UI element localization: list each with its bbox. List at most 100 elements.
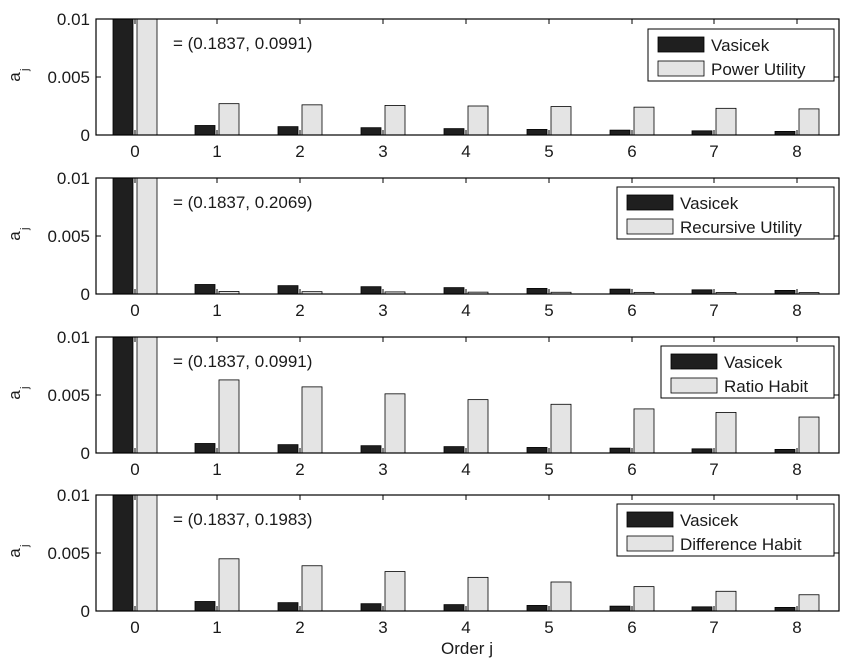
x-tick-label: 7 [709,301,718,320]
x-tick-label: 5 [544,460,553,479]
x-tick-label: 2 [295,301,304,320]
y-label-subscript: j [19,387,31,390]
x-tick-label: 6 [627,142,636,161]
bar-vasicek [277,602,299,611]
y-axis-label: aj [5,69,31,82]
x-tick-label: 6 [627,460,636,479]
legend-swatch [626,194,674,211]
bar-vasicek [277,444,299,453]
x-tick-label: 1 [212,142,221,161]
x-tick-label: 5 [544,301,553,320]
x-tick-label: 3 [378,460,387,479]
legend: Vasicek Ratio Habit [660,345,835,399]
bar-model [798,594,820,611]
bar-model [550,291,572,294]
bar-model [633,586,655,611]
y-tick-label: 0.01 [57,10,90,29]
bar-model [715,411,737,453]
bar-model [136,19,158,135]
x-tick-label: 3 [378,301,387,320]
legend-swatch [657,36,705,53]
y-tick-label: 0.01 [57,328,90,347]
bar-model [467,576,489,611]
x-tick-label: 6 [627,301,636,320]
bar-vasicek [360,286,382,294]
bar-model [715,292,737,294]
bar-model [301,104,323,135]
legend-label: Vasicek [724,353,783,372]
bar-model [136,495,158,611]
parameter-annotation: = (0.1837, 0.0991) [173,352,312,371]
legend-label: Vasicek [711,36,770,55]
bar-vasicek [194,443,216,453]
y-tick-label: 0.01 [57,169,90,188]
x-tick-label: 2 [295,618,304,637]
bar-model [384,105,406,135]
bar-model [633,408,655,453]
x-tick-label: 3 [378,142,387,161]
bar-vasicek [526,288,548,294]
bar-model [633,106,655,135]
bar-vasicek [609,129,631,135]
y-label-subscript: j [19,545,31,548]
x-tick-label: 0 [130,142,139,161]
bar-model [550,106,572,135]
bar-vasicek [194,284,216,294]
bar-model [218,103,240,135]
bar-vasicek [277,126,299,135]
bar-vasicek [691,448,713,453]
legend-swatch [670,377,718,394]
panel-4: 0 0.005 0.01 0 1 2 3 4 5 6 7 8 aj = (0.1837, 0.1983) V… [5,486,840,637]
legend-swatch [626,511,674,528]
bar-vasicek [526,129,548,135]
legend-swatch [626,535,674,552]
bar-vasicek [443,287,465,294]
bar-model [384,571,406,611]
legend-swatch [657,60,705,77]
bar-model [218,558,240,611]
bar-model [715,590,737,611]
bar-model [136,178,158,294]
bar-vasicek [609,605,631,611]
parameter-annotation: = (0.1837, 0.1983) [173,510,312,529]
y-axis-label: aj [5,545,31,558]
x-tick-label: 4 [461,301,470,320]
bar-model [633,291,655,294]
bar-model [798,108,820,135]
bar-vasicek [774,131,796,135]
x-tick-label: 8 [792,618,801,637]
bar-vasicek [691,130,713,135]
y-tick-label: 0.005 [47,227,90,246]
x-tick-label: 2 [295,142,304,161]
bars [112,337,820,453]
y-tick-label: 0.005 [47,68,90,87]
x-tick-label: 5 [544,618,553,637]
y-label-base: a [5,548,24,558]
legend-swatch [626,218,674,235]
bar-vasicek [194,601,216,611]
panel-1: 0 0.005 0.01 0 1 2 3 4 5 6 7 8 aj = (0.1837, 0.0991) V… [5,10,840,161]
legend-swatch [670,353,718,370]
bar-model [798,416,820,453]
x-tick-label: 4 [461,460,470,479]
parameter-annotation: = (0.1837, 0.2069) [173,193,312,212]
x-tick-label: 7 [709,142,718,161]
x-tick-label: 2 [295,460,304,479]
x-axis-title: Order j [441,639,493,658]
x-tick-label: 8 [792,301,801,320]
x-tick-label: 1 [212,301,221,320]
bar-model [136,337,158,453]
bar-model [467,105,489,135]
bar-vasicek [443,604,465,611]
bars [112,178,820,294]
bar-vasicek [609,447,631,453]
bar-vasicek [112,337,134,453]
legend: Vasicek Difference Habit [616,503,835,557]
bar-vasicek [526,605,548,611]
x-tick-label: 1 [212,618,221,637]
bar-vasicek [609,288,631,294]
bar-model [301,386,323,453]
legend: Vasicek Recursive Utility [616,186,835,240]
